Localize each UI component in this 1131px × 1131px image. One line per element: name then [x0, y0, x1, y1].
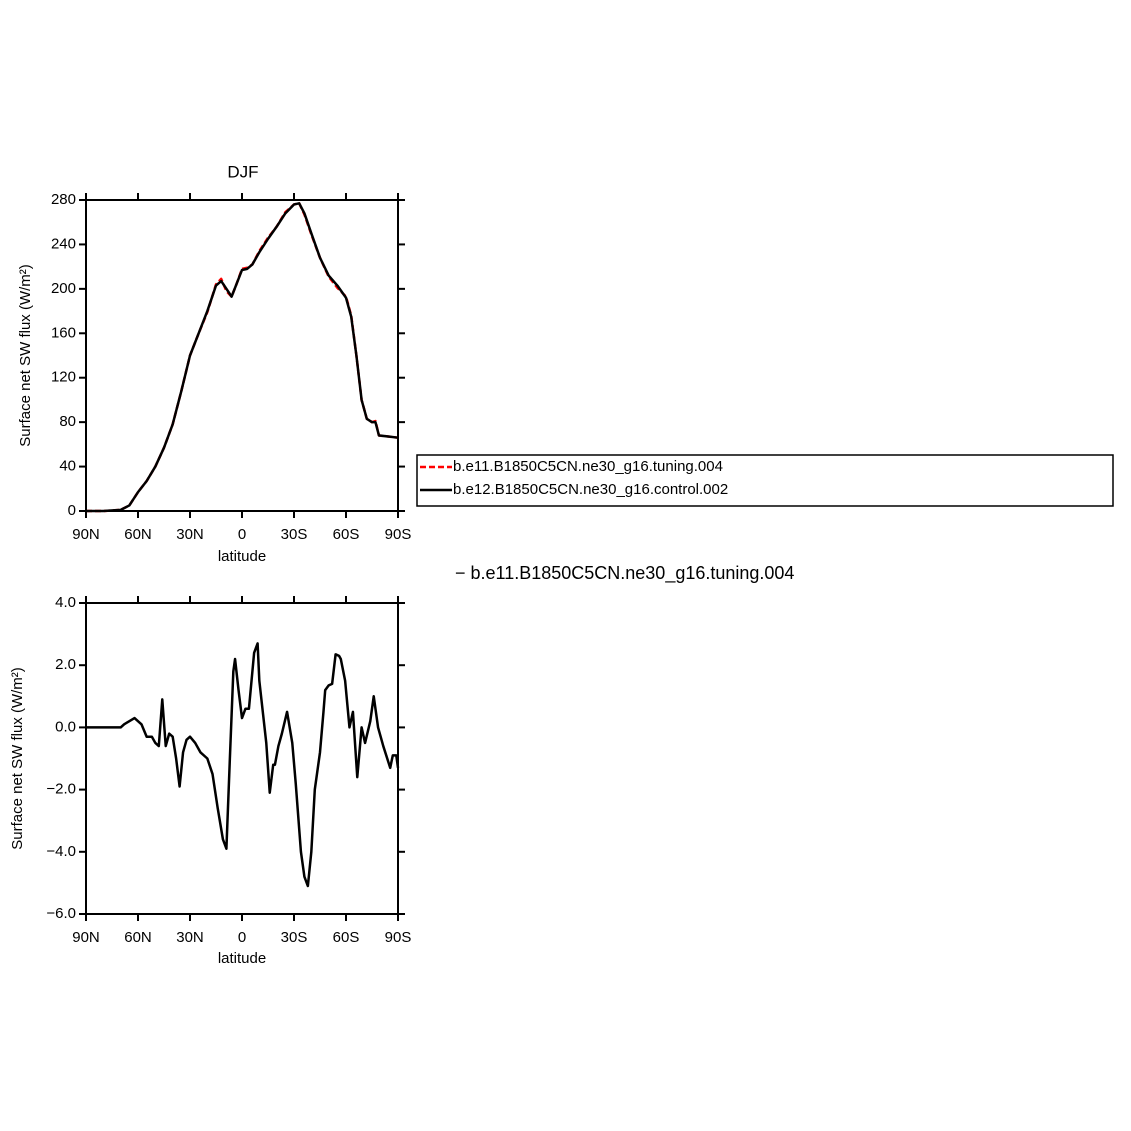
x-tick-label: 30N [176, 526, 204, 543]
legend-box [416, 454, 1114, 507]
y-tick-label: 240 [51, 235, 76, 252]
x-tick-label: 0 [238, 929, 246, 946]
y-tick-label: 120 [51, 369, 76, 386]
y-tick-label: −6.0 [46, 905, 76, 922]
series-line [86, 642, 400, 888]
y-tick-label: 80 [59, 413, 76, 430]
x-tick-label: 30S [281, 526, 308, 543]
annotation: − b.e11.B1850C5CN.ne30_g16.tuning.004 [455, 563, 794, 584]
x-tick-label: 60S [333, 526, 360, 543]
y-tick-label: 200 [51, 280, 76, 297]
series-line [86, 202, 399, 513]
y-tick-label: 2.0 [55, 656, 76, 673]
y-tick-label: 0 [68, 502, 76, 519]
x-axis-label: latitude [218, 548, 266, 565]
y-tick-label: 4.0 [55, 594, 76, 611]
y-tick-label: 280 [51, 191, 76, 208]
legend-label: b.e11.B1850C5CN.ne30_g16.tuning.004 [453, 458, 723, 475]
y-axis-label: Surface net SW flux (W/m²) [9, 667, 26, 850]
x-tick-label: 60N [124, 929, 152, 946]
x-tick-label: 30S [281, 929, 308, 946]
x-tick-label: 90N [72, 526, 100, 543]
x-tick-label: 60S [333, 929, 360, 946]
x-tick-label: 90S [385, 929, 412, 946]
x-tick-label: 30N [176, 929, 204, 946]
y-tick-label: 40 [59, 458, 76, 475]
plot-frame [85, 199, 399, 512]
x-tick-label: 60N [124, 526, 152, 543]
y-tick-label: 0.0 [55, 718, 76, 735]
x-axis-label: latitude [218, 950, 266, 967]
legend-label: b.e12.B1850C5CN.ne30_g16.control.002 [453, 481, 728, 498]
chart-title: DJF [227, 162, 258, 181]
plot-frame [85, 602, 399, 915]
y-axis-label: Surface net SW flux (W/m²) [17, 264, 34, 447]
y-tick-label: 160 [51, 324, 76, 341]
y-tick-label: −2.0 [46, 781, 76, 798]
x-tick-label: 90S [385, 526, 412, 543]
series-line [86, 202, 399, 513]
y-tick-label: −4.0 [46, 843, 76, 860]
x-tick-label: 0 [238, 526, 246, 543]
x-tick-label: 90N [72, 929, 100, 946]
